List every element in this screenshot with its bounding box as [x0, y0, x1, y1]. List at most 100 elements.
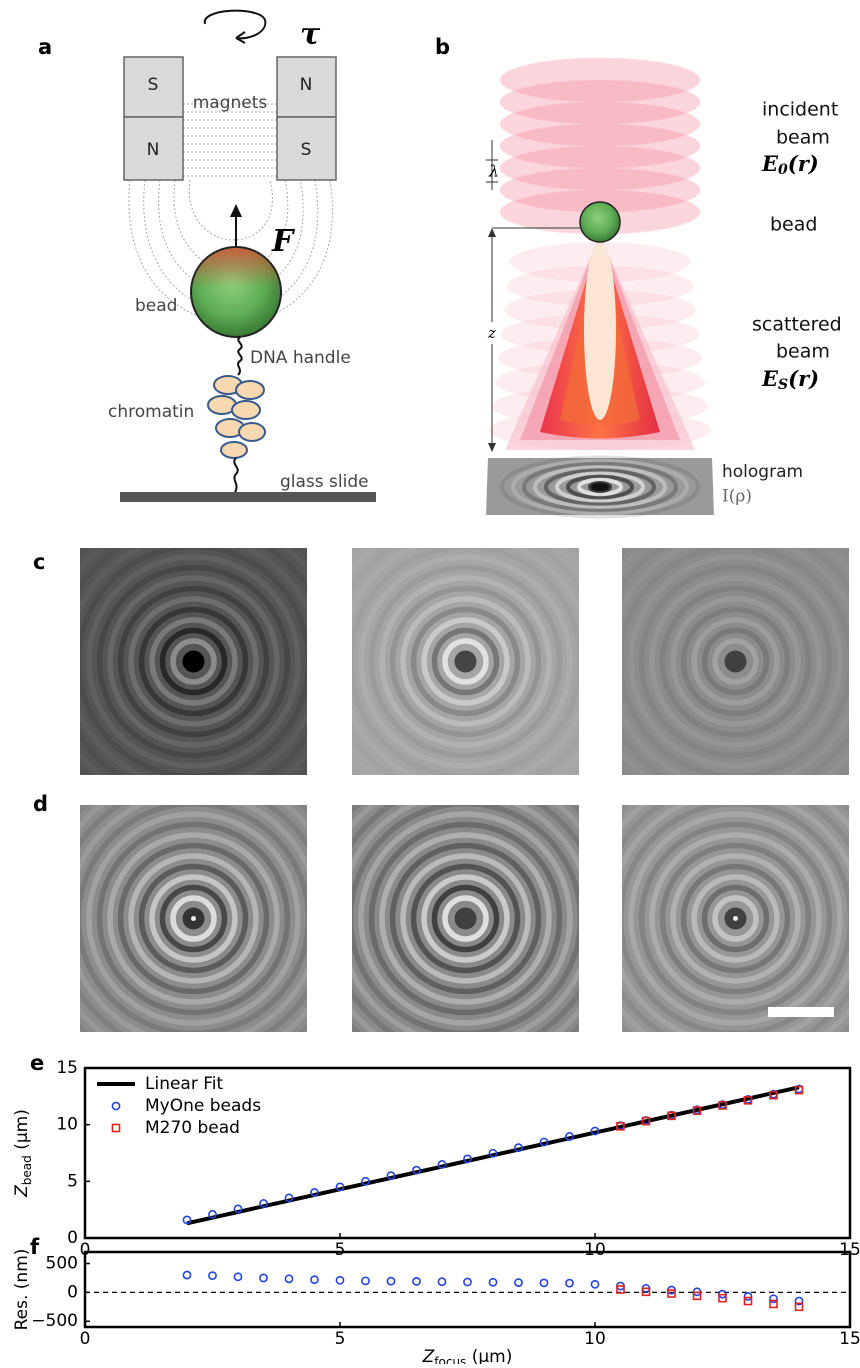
center-spot	[191, 916, 196, 921]
data-point	[311, 1276, 318, 1283]
hologram	[486, 457, 714, 516]
label-part: (r)	[788, 366, 819, 391]
torque-symbol: τ	[300, 17, 321, 52]
hologram-image	[16, 741, 372, 1097]
ring-core	[455, 908, 477, 930]
data-point	[489, 1279, 496, 1286]
ring-core	[183, 651, 205, 673]
scale-bar	[768, 1007, 834, 1017]
hologram-core	[591, 483, 609, 491]
glass-slide	[120, 492, 376, 502]
label-part: (μm)	[12, 1109, 32, 1155]
data-point	[362, 1277, 369, 1284]
intensity-label: I(ρ)	[722, 487, 752, 507]
dna-handle	[238, 337, 242, 375]
ring-core	[725, 651, 747, 673]
x-tick-label: 10	[584, 1329, 606, 1349]
data-point	[336, 1277, 343, 1284]
y-tick-label: 0	[67, 1282, 78, 1302]
x-tick-label: 5	[335, 1240, 346, 1260]
label-part: (μm)	[466, 1347, 512, 1364]
force-symbol: F	[271, 224, 296, 259]
y-axis-label: Zbead (μm)	[12, 1109, 34, 1198]
glass-slide-label: glass slide	[280, 472, 369, 492]
data-point	[234, 1273, 241, 1280]
bead-label: bead	[770, 214, 817, 236]
hologram-label: hologram	[722, 462, 803, 482]
label-part: (r)	[788, 151, 819, 176]
scattered-label: scattered	[752, 314, 842, 336]
panel-label: e	[30, 1051, 44, 1075]
label-part: Z	[422, 1347, 435, 1364]
data-point	[515, 1279, 522, 1286]
z-symbol: z	[487, 324, 496, 342]
panel-label: d	[33, 792, 48, 816]
bead-label: bead	[135, 296, 177, 316]
axes-frame	[85, 1252, 850, 1327]
panel-label: c	[33, 550, 45, 574]
hologram-image	[288, 741, 644, 1097]
center-spot	[733, 916, 738, 921]
scattered-field: ES(r)	[761, 366, 819, 394]
y-axis-label: Res. (nm)	[12, 1249, 32, 1331]
pole: S	[301, 140, 312, 160]
label-part: Z	[12, 1185, 32, 1198]
data-point	[591, 1281, 598, 1288]
y-tick-label: 15	[56, 1058, 78, 1078]
bead-shade	[192, 248, 280, 336]
hologram-image	[558, 741, 860, 1097]
label-part: E	[761, 151, 779, 176]
scattered-label: beam	[776, 341, 830, 363]
ring-core	[455, 651, 477, 673]
data-point	[260, 1274, 267, 1281]
data-point	[209, 1272, 216, 1279]
y-tick-label: −500	[31, 1311, 78, 1331]
legend-label: Linear Fit	[145, 1074, 224, 1094]
wavelength-symbol: λ	[488, 162, 499, 181]
hologram-image	[16, 484, 372, 840]
incident-label: incident	[762, 99, 838, 121]
chromatin-label: chromatin	[108, 402, 194, 422]
pole: N	[300, 75, 313, 95]
hologram-images	[16, 484, 860, 1097]
label-part: bead	[20, 1155, 34, 1185]
hologram-image	[558, 484, 860, 840]
y-tick-label: 10	[56, 1115, 78, 1135]
data-point	[744, 1293, 751, 1300]
dna-tether	[234, 458, 237, 492]
y-tick-label: 500	[46, 1254, 78, 1274]
pole: S	[148, 75, 159, 95]
x-axis-label: Zfocus (μm)	[422, 1347, 513, 1364]
legend-label: MyOne beads	[145, 1096, 261, 1116]
x-tick-label: 5	[335, 1329, 346, 1349]
incident-label: beam	[776, 127, 830, 149]
label-part: 0	[778, 162, 788, 178]
dna-handle-label: DNA handle	[250, 348, 351, 368]
label-part: E	[761, 366, 779, 391]
data-point	[285, 1275, 292, 1282]
data-point	[183, 1271, 190, 1278]
rotation-arrow	[205, 11, 266, 39]
panel-label: a	[38, 35, 52, 59]
fit-line	[187, 1087, 799, 1223]
legend-swatch	[112, 1102, 119, 1109]
y-tick-label: 5	[67, 1171, 78, 1191]
data-point	[540, 1279, 547, 1286]
bead	[580, 202, 620, 242]
x-tick-label: 10	[584, 1240, 606, 1260]
label-part: S	[778, 377, 788, 393]
data-point	[413, 1278, 420, 1285]
y-tick-label: 0	[67, 1228, 78, 1248]
pole: N	[147, 140, 160, 160]
x-tick-label: 15	[839, 1329, 860, 1349]
label-part: focus	[434, 1355, 466, 1365]
data-point	[566, 1280, 573, 1287]
data-point	[464, 1278, 471, 1285]
legend-swatch	[113, 1125, 120, 1132]
data-point	[770, 1295, 777, 1302]
magnets-label: magnets	[193, 93, 268, 113]
force-arrow-head	[230, 204, 242, 217]
legend-label: M270 bead	[145, 1118, 240, 1138]
incident-field: E0(r)	[761, 151, 819, 179]
